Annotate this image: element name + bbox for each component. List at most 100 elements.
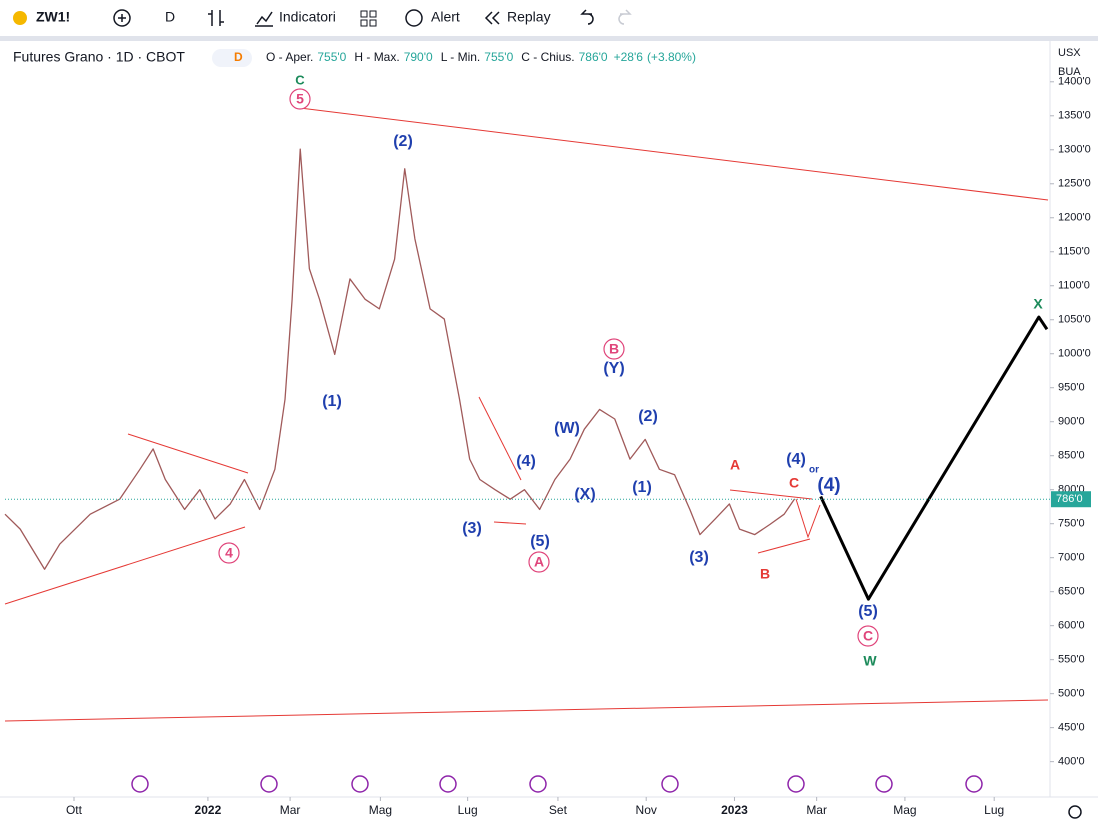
alert[interactable]: Alert: [431, 9, 460, 25]
marker[interactable]: [875, 775, 893, 793]
x-tick-label: Mag: [893, 803, 916, 817]
legend-title: Futures Grano · 1D · CBOT: [13, 49, 185, 65]
interval[interactable]: D: [165, 9, 175, 25]
marker[interactable]: [529, 775, 547, 793]
ohlc-key: O - Aper.: [266, 50, 313, 64]
wave-label: (2): [638, 408, 658, 425]
y-tick-label: 900'0: [1058, 416, 1085, 428]
y-tick-label: 850'0: [1058, 450, 1085, 462]
x-tick-label: Nov: [636, 803, 657, 817]
separator: [0, 36, 1098, 41]
x-tick-label: Mar: [280, 803, 301, 817]
price-line: [4, 148, 795, 570]
x-tick-label: Mag: [369, 803, 392, 817]
y-tick-label: 1000'0: [1058, 348, 1091, 360]
wave-label: B: [760, 566, 770, 582]
y-tick-label: 550'0: [1058, 654, 1085, 666]
wave-label: X: [1033, 296, 1043, 312]
redo[interactable]: [618, 9, 632, 25]
trendline: [757, 538, 811, 554]
x-tick-label: Mar: [806, 803, 827, 817]
trendline: [4, 699, 1049, 722]
wave-label: or: [809, 465, 819, 476]
marker[interactable]: [131, 775, 149, 793]
last-price-label: 786'0: [1056, 493, 1083, 505]
wave-label: (X): [574, 486, 595, 503]
undo[interactable]: [580, 9, 594, 25]
ohlc-key: C - Chius.: [521, 50, 574, 64]
wave-label: (3): [689, 549, 709, 566]
wave-label: A: [534, 554, 544, 570]
marker[interactable]: [965, 775, 983, 793]
marker[interactable]: [787, 775, 805, 793]
y-tick-label: 500'0: [1058, 688, 1085, 700]
marker[interactable]: [351, 775, 369, 793]
ohlc-value: 790'0: [404, 50, 433, 64]
symbol-icon: [13, 11, 27, 25]
currency[interactable]: USX: [1058, 47, 1081, 59]
wave-circle: [218, 542, 240, 564]
source[interactable]: BUA: [1058, 66, 1081, 78]
wave-label: 4: [225, 545, 233, 561]
wave-circle: [289, 88, 311, 110]
wave-label: (Y): [603, 360, 624, 377]
wave-label: (3): [462, 520, 482, 537]
marker[interactable]: [661, 775, 679, 793]
trendline: [299, 107, 1049, 201]
wave-label: (W): [554, 420, 580, 437]
wave-label: 5: [296, 91, 304, 107]
change: +28'6: [614, 50, 644, 64]
y-tick-label: 1100'0: [1058, 280, 1090, 292]
y-tick-label: 1400'0: [1058, 76, 1091, 88]
chart-type-icon[interactable]: [208, 10, 224, 26]
wave-label: C: [863, 628, 873, 644]
wave-label: C: [295, 72, 305, 87]
last-price-box: [1051, 491, 1091, 508]
replay[interactable]: Replay: [507, 9, 551, 25]
ohlc-value: 755'0: [484, 50, 513, 64]
replay-icon: [484, 11, 500, 25]
x-tick-label: Lug: [458, 803, 478, 817]
wave-label: (2): [393, 133, 413, 150]
marker[interactable]: [439, 775, 457, 793]
replay-markers: [131, 775, 983, 793]
symbol[interactable]: ZW1!: [36, 9, 70, 25]
templates-icon: [369, 10, 377, 18]
y-tick-label: 1300'0: [1058, 144, 1091, 156]
trendline: [493, 521, 527, 525]
marker[interactable]: [260, 775, 278, 793]
y-tick-label: 600'0: [1058, 620, 1085, 632]
indicators[interactable]: Indicatori: [279, 9, 336, 25]
x-tick-label: 2023: [721, 803, 748, 817]
templates-icon: [360, 19, 368, 27]
y-tick-label: 650'0: [1058, 586, 1085, 598]
legend-badge: D: [234, 50, 243, 64]
wave-circle: [528, 551, 550, 573]
wave-label: (4): [817, 475, 840, 496]
y-tick-label: 1150'0: [1058, 246, 1090, 258]
templates-icon[interactable]: [360, 10, 368, 18]
alert-icon: [405, 9, 423, 27]
add-icon[interactable]: [113, 9, 131, 27]
x-tick-label: 2022: [195, 803, 222, 817]
wave-label: (4): [516, 453, 536, 470]
x-tick-label: Lug: [984, 803, 1004, 817]
y-tick-label: 750'0: [1058, 518, 1085, 530]
wave-label: A: [730, 457, 740, 473]
ohlc-key: L - Min.: [441, 50, 481, 64]
ohlc-value: 755'0: [317, 50, 346, 64]
wave-label: (5): [530, 533, 550, 550]
settings[interactable]: [1068, 805, 1082, 819]
wave-label: B: [609, 341, 619, 357]
trendline: [4, 526, 246, 605]
ohlc: O - Aper. 755'0 H - Max. 790'0 L - Min. 755'0…: [266, 50, 696, 64]
trendline: [478, 396, 522, 481]
trendline: [729, 489, 813, 500]
trendline: [795, 498, 821, 539]
y-tick-label: 450'0: [1058, 722, 1085, 734]
templates-icon: [369, 19, 377, 27]
wave-label: C: [789, 475, 799, 491]
indicators-icon: [255, 11, 273, 27]
x-tick-label: Ott: [66, 803, 83, 817]
